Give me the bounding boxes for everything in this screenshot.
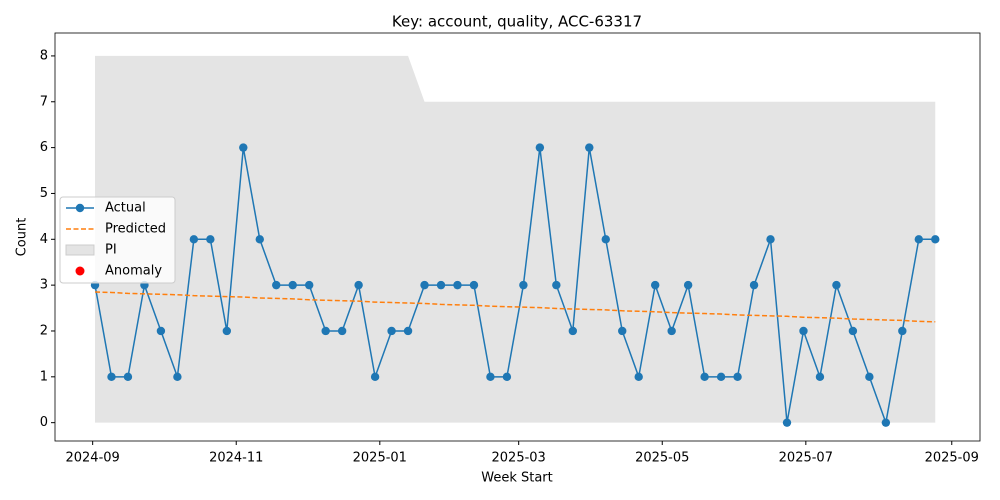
actual-point (552, 280, 561, 290)
actual-point (304, 280, 314, 290)
actual-point (650, 280, 660, 290)
y-tick-label: 1 (40, 369, 48, 384)
plot-frame (54, 32, 981, 442)
actual-point (288, 280, 297, 290)
actual-point (782, 418, 792, 427)
x-tick-label: 2024-11 (209, 451, 263, 466)
chart-title: Key: account, quality, ACC-63317 (392, 13, 642, 31)
actual-point (420, 280, 429, 290)
x-tick-label: 2025-07 (779, 451, 833, 466)
actual-point (716, 372, 726, 382)
actual-point (337, 326, 347, 336)
actual-point (370, 372, 380, 382)
y-tick-label: 5 (40, 186, 48, 201)
actual-point (387, 326, 396, 336)
predicted-line (94, 291, 936, 323)
x-tick-label: 2025-09 (925, 451, 979, 466)
actual-point (222, 326, 232, 336)
actual-point (173, 372, 182, 382)
actual-point (832, 280, 841, 290)
actual-point (848, 326, 858, 336)
legend-label: Anomaly (105, 264, 162, 279)
actual-point (436, 280, 446, 290)
actual-point (123, 372, 133, 382)
x-tick-label: 2025-05 (635, 451, 689, 466)
actual-point (239, 143, 248, 152)
actual-point (272, 280, 281, 290)
y-tick-label: 6 (40, 140, 48, 155)
actual-point (618, 326, 627, 336)
y-tick-label: 8 (40, 48, 48, 63)
actual-point (486, 372, 495, 382)
actual-point (469, 280, 479, 290)
x-tick-label: 2025-01 (353, 451, 407, 466)
actual-point (931, 235, 940, 244)
actual-point (255, 235, 264, 244)
actual-point (321, 326, 330, 336)
legend-label: Actual (105, 201, 146, 216)
legend-label: PI (105, 243, 117, 258)
actual-point (189, 235, 199, 244)
actual-point (667, 326, 676, 336)
actual-point (519, 280, 528, 290)
actual-line (94, 147, 936, 426)
actual-point (601, 235, 610, 244)
actual-point (535, 143, 545, 152)
actual-point (865, 372, 874, 382)
actual-point (107, 372, 116, 382)
y-axis-label: Count (15, 218, 30, 257)
prediction-interval (95, 55, 936, 423)
actual-point (881, 418, 891, 427)
actual-point (354, 280, 363, 290)
actual-point (898, 326, 907, 336)
actual-point (568, 326, 578, 336)
actual-point (799, 326, 808, 336)
actual-point (453, 280, 462, 290)
y-tick-label: 7 (40, 94, 48, 109)
plot-area (90, 55, 940, 427)
x-axis-label: Week Start (481, 471, 553, 486)
actual-point (634, 372, 643, 382)
legend-swatch (75, 203, 85, 213)
legend-swatch (65, 244, 95, 256)
actual-point (206, 235, 215, 244)
actual-point (766, 235, 775, 244)
y-tick-label: 4 (40, 232, 48, 247)
legend-box (59, 196, 176, 284)
actual-point (585, 143, 594, 152)
legend-label: Predicted (105, 222, 166, 237)
actual-point (683, 280, 693, 290)
legend: Actual Predicted PI Anomaly (59, 196, 176, 284)
y-tick-label: 2 (40, 323, 48, 338)
actual-point (156, 326, 166, 336)
x-tick-label: 2024-09 (65, 451, 119, 466)
actual-point (914, 235, 924, 244)
actual-point (502, 372, 512, 382)
actual-point (815, 372, 825, 382)
actual-point (749, 280, 759, 290)
actual-point (700, 372, 709, 382)
y-tick-label: 0 (40, 415, 48, 430)
x-tick-label: 2025-03 (492, 451, 546, 466)
actual-point (403, 326, 413, 336)
legend-swatch (75, 266, 85, 276)
y-tick-label: 3 (40, 278, 48, 293)
actual-point (733, 372, 742, 382)
